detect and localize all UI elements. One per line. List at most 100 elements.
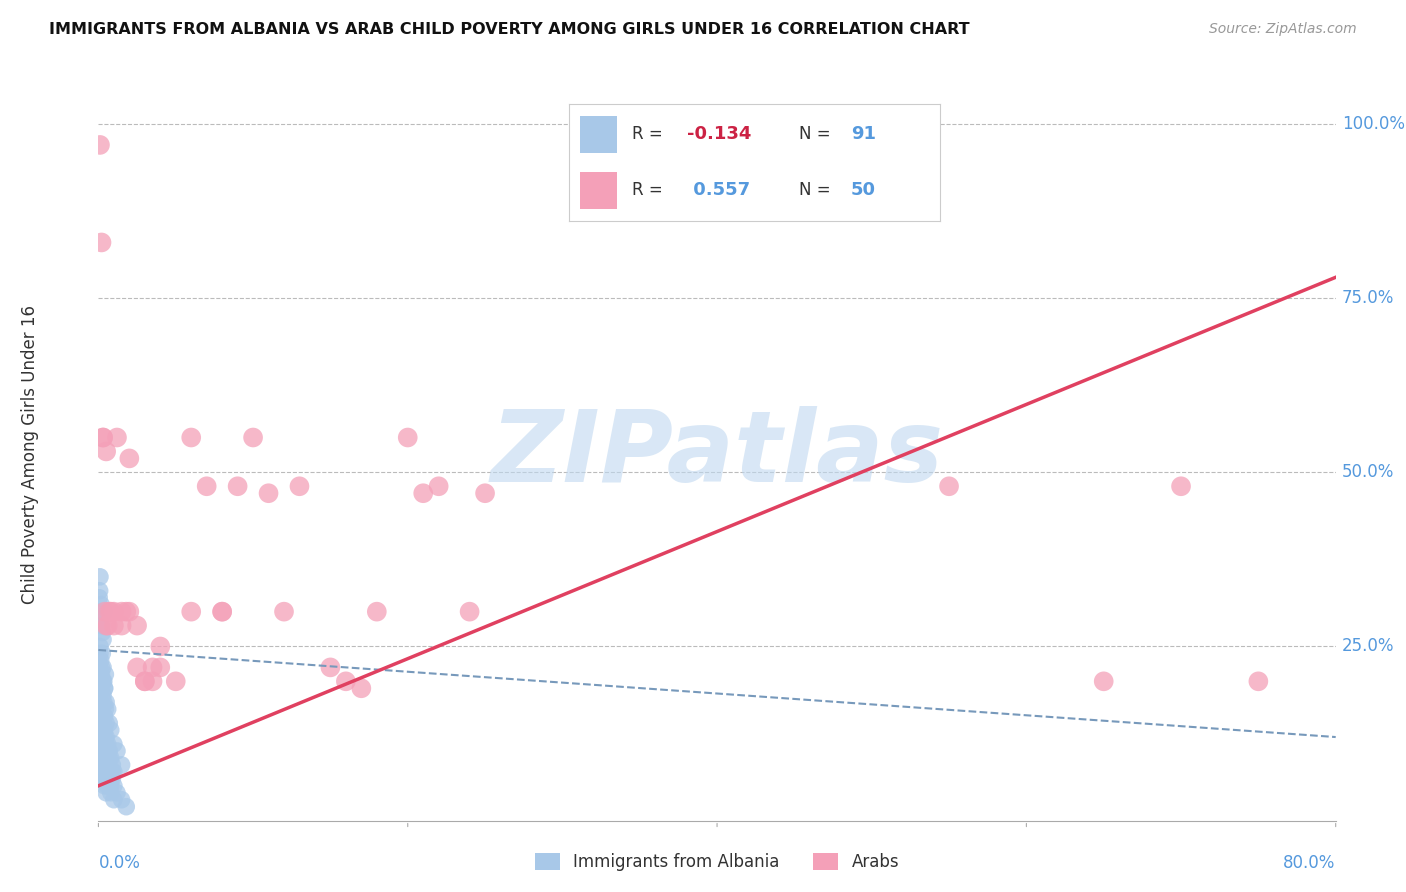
Point bbox=[427, 479, 450, 493]
Point bbox=[93, 709, 115, 723]
Point bbox=[90, 751, 112, 765]
Point bbox=[91, 632, 114, 647]
Point bbox=[90, 695, 112, 709]
Point bbox=[257, 486, 280, 500]
Text: 75.0%: 75.0% bbox=[1341, 289, 1395, 307]
Point bbox=[93, 605, 115, 619]
Point bbox=[96, 716, 118, 731]
Point bbox=[89, 647, 111, 661]
Point bbox=[195, 479, 218, 493]
Point bbox=[103, 605, 125, 619]
Point bbox=[211, 605, 233, 619]
Point bbox=[211, 605, 233, 619]
Point bbox=[89, 640, 111, 654]
Text: 100.0%: 100.0% bbox=[1341, 115, 1405, 133]
Point bbox=[89, 583, 111, 598]
Point bbox=[242, 430, 264, 444]
Text: Child Poverty Among Girls Under 16: Child Poverty Among Girls Under 16 bbox=[21, 305, 39, 605]
Point bbox=[96, 772, 118, 786]
Point bbox=[89, 591, 111, 605]
Point bbox=[366, 605, 388, 619]
Point bbox=[96, 730, 118, 744]
Point bbox=[93, 730, 115, 744]
Point bbox=[273, 605, 295, 619]
Point bbox=[90, 723, 112, 737]
Point bbox=[111, 793, 132, 807]
Point bbox=[98, 772, 121, 786]
Point bbox=[89, 702, 111, 716]
Point bbox=[91, 702, 114, 716]
Point bbox=[396, 430, 419, 444]
Point bbox=[91, 688, 114, 702]
Point bbox=[89, 716, 111, 731]
Point bbox=[141, 660, 165, 674]
Point bbox=[91, 744, 114, 758]
Point bbox=[97, 764, 120, 779]
Point bbox=[98, 716, 121, 731]
Point bbox=[350, 681, 373, 696]
Point bbox=[89, 570, 111, 584]
Point bbox=[89, 674, 111, 689]
Point bbox=[89, 744, 111, 758]
Point bbox=[103, 737, 125, 751]
Point bbox=[89, 737, 111, 751]
Point bbox=[111, 605, 132, 619]
Point bbox=[90, 667, 112, 681]
Point bbox=[90, 235, 112, 250]
Text: 0.0%: 0.0% bbox=[98, 854, 141, 871]
Point bbox=[97, 758, 120, 772]
Point bbox=[1247, 674, 1270, 689]
Point bbox=[180, 605, 202, 619]
Point bbox=[103, 618, 125, 632]
Point bbox=[115, 799, 138, 814]
Point bbox=[94, 667, 117, 681]
Point bbox=[97, 737, 120, 751]
Point bbox=[226, 479, 249, 493]
Point bbox=[94, 702, 117, 716]
Point bbox=[91, 430, 114, 444]
Point bbox=[96, 786, 118, 800]
Point bbox=[96, 695, 118, 709]
Point bbox=[149, 640, 172, 654]
Point bbox=[100, 786, 122, 800]
Point bbox=[149, 660, 172, 674]
Point bbox=[96, 751, 118, 765]
Point bbox=[93, 695, 115, 709]
Point bbox=[90, 716, 112, 731]
Point bbox=[100, 751, 122, 765]
Point bbox=[91, 772, 114, 786]
Point bbox=[90, 618, 112, 632]
Point bbox=[111, 618, 132, 632]
Point bbox=[90, 764, 112, 779]
Point bbox=[91, 730, 114, 744]
Point bbox=[93, 723, 115, 737]
Point bbox=[90, 605, 112, 619]
Point bbox=[89, 137, 111, 152]
Point bbox=[180, 430, 202, 444]
Point bbox=[319, 660, 342, 674]
Point bbox=[89, 660, 111, 674]
Point bbox=[91, 723, 114, 737]
Point bbox=[134, 674, 156, 689]
Point bbox=[100, 723, 122, 737]
Point bbox=[91, 674, 114, 689]
Point bbox=[91, 716, 114, 731]
Point bbox=[111, 758, 132, 772]
Point bbox=[127, 660, 149, 674]
Point bbox=[118, 451, 141, 466]
Point bbox=[141, 674, 165, 689]
Point bbox=[103, 764, 125, 779]
Point bbox=[89, 674, 111, 689]
Text: 50.0%: 50.0% bbox=[1341, 463, 1395, 482]
Point bbox=[91, 647, 114, 661]
Point bbox=[91, 660, 114, 674]
Point bbox=[118, 605, 141, 619]
Point bbox=[938, 479, 960, 493]
Point bbox=[100, 605, 122, 619]
Point bbox=[98, 764, 121, 779]
Point bbox=[105, 744, 128, 758]
Point bbox=[97, 779, 120, 793]
Point bbox=[93, 674, 115, 689]
Point bbox=[288, 479, 311, 493]
Point bbox=[89, 758, 111, 772]
